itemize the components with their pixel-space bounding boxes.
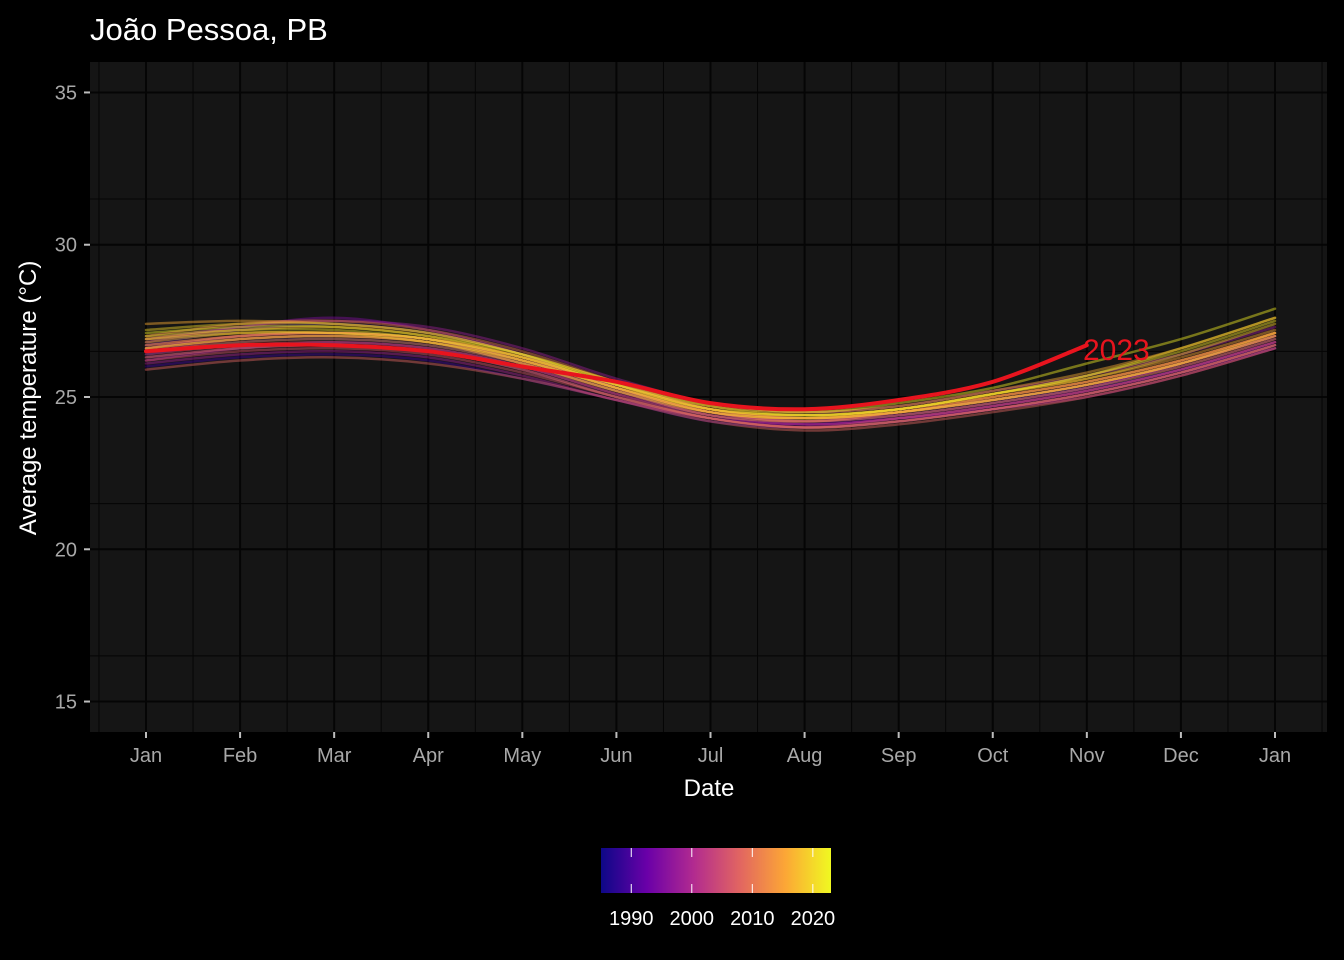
x-tick-label: Sep	[881, 745, 917, 767]
series-line-2005	[144, 340, 1277, 429]
series-line-2013	[144, 337, 1277, 423]
x-tick-label: Dec	[1163, 745, 1199, 767]
series-line-2016	[144, 316, 1277, 414]
x-tick-label: Jul	[698, 745, 724, 767]
x-tick-label: Mar	[317, 745, 352, 767]
colorbar-tick-label: 2010	[730, 908, 775, 930]
series-line-1995	[144, 316, 1277, 423]
series-line-1991	[144, 331, 1277, 420]
series-line-2021	[144, 319, 1277, 417]
colorbar-tick-label: 2020	[791, 908, 836, 930]
x-tick-label: Jan	[130, 745, 162, 767]
annotation-2023: 2023	[1083, 334, 1150, 367]
series-line-2001	[144, 334, 1277, 426]
colorbar-gradient	[601, 848, 831, 893]
series-line-2017	[144, 330, 1277, 420]
x-axis: Jan Feb Mar Apr May Jun Jul Aug Sep Oct Nov Dec Jan	[130, 732, 1291, 767]
series-line-2015	[144, 325, 1277, 417]
x-tick-label: Feb	[223, 745, 257, 767]
series-line-2008	[144, 347, 1277, 432]
colorbar-legend: 1990 2000 2010 2020	[601, 848, 835, 930]
series-line-1999	[144, 347, 1277, 429]
chart-title: João Pessoa, PB	[90, 12, 328, 47]
series-line-2006	[144, 343, 1277, 429]
series-line-2018	[144, 334, 1277, 420]
colorbar-tick-label: 2000	[670, 908, 715, 930]
colorbar-tick-label: 1990	[609, 908, 654, 930]
series-line-2014	[144, 331, 1277, 420]
y-axis: 15 20 25 30 35	[55, 82, 90, 714]
series-line-2019	[144, 322, 1277, 417]
series-line-2012	[144, 331, 1277, 420]
y-tick-label: 15	[55, 692, 77, 714]
y-axis-title: Average temperature (°C)	[15, 261, 42, 536]
series-line-2003	[144, 331, 1277, 423]
x-tick-label: May	[503, 745, 541, 767]
x-tick-label: Apr	[413, 745, 444, 767]
x-tick-label: Jan	[1259, 745, 1291, 767]
y-tick-label: 30	[55, 235, 77, 257]
y-tick-label: 35	[55, 82, 77, 104]
series-line-1987	[144, 322, 1277, 423]
series-line-2020	[144, 316, 1277, 417]
highlight-layer	[144, 342, 1089, 412]
series-lines	[144, 307, 1277, 432]
series-line-1989	[144, 347, 1277, 429]
x-axis-title: Date	[684, 775, 735, 802]
series-line-2023	[144, 342, 1089, 412]
series-line-2009	[144, 331, 1277, 423]
series-line-1985	[144, 337, 1277, 423]
colorbar-ticks: 1990 2000 2010 2020	[609, 848, 835, 930]
series-line-2010	[144, 319, 1277, 420]
x-tick-label: Oct	[977, 745, 1009, 767]
y-tick-label: 20	[55, 539, 77, 561]
x-tick-label: Nov	[1069, 745, 1105, 767]
x-tick-label: Aug	[787, 745, 823, 767]
series-line-1997	[144, 340, 1277, 426]
x-tick-label: Jun	[600, 745, 632, 767]
y-tick-label: 25	[55, 387, 77, 409]
grid-lines	[90, 62, 1327, 732]
